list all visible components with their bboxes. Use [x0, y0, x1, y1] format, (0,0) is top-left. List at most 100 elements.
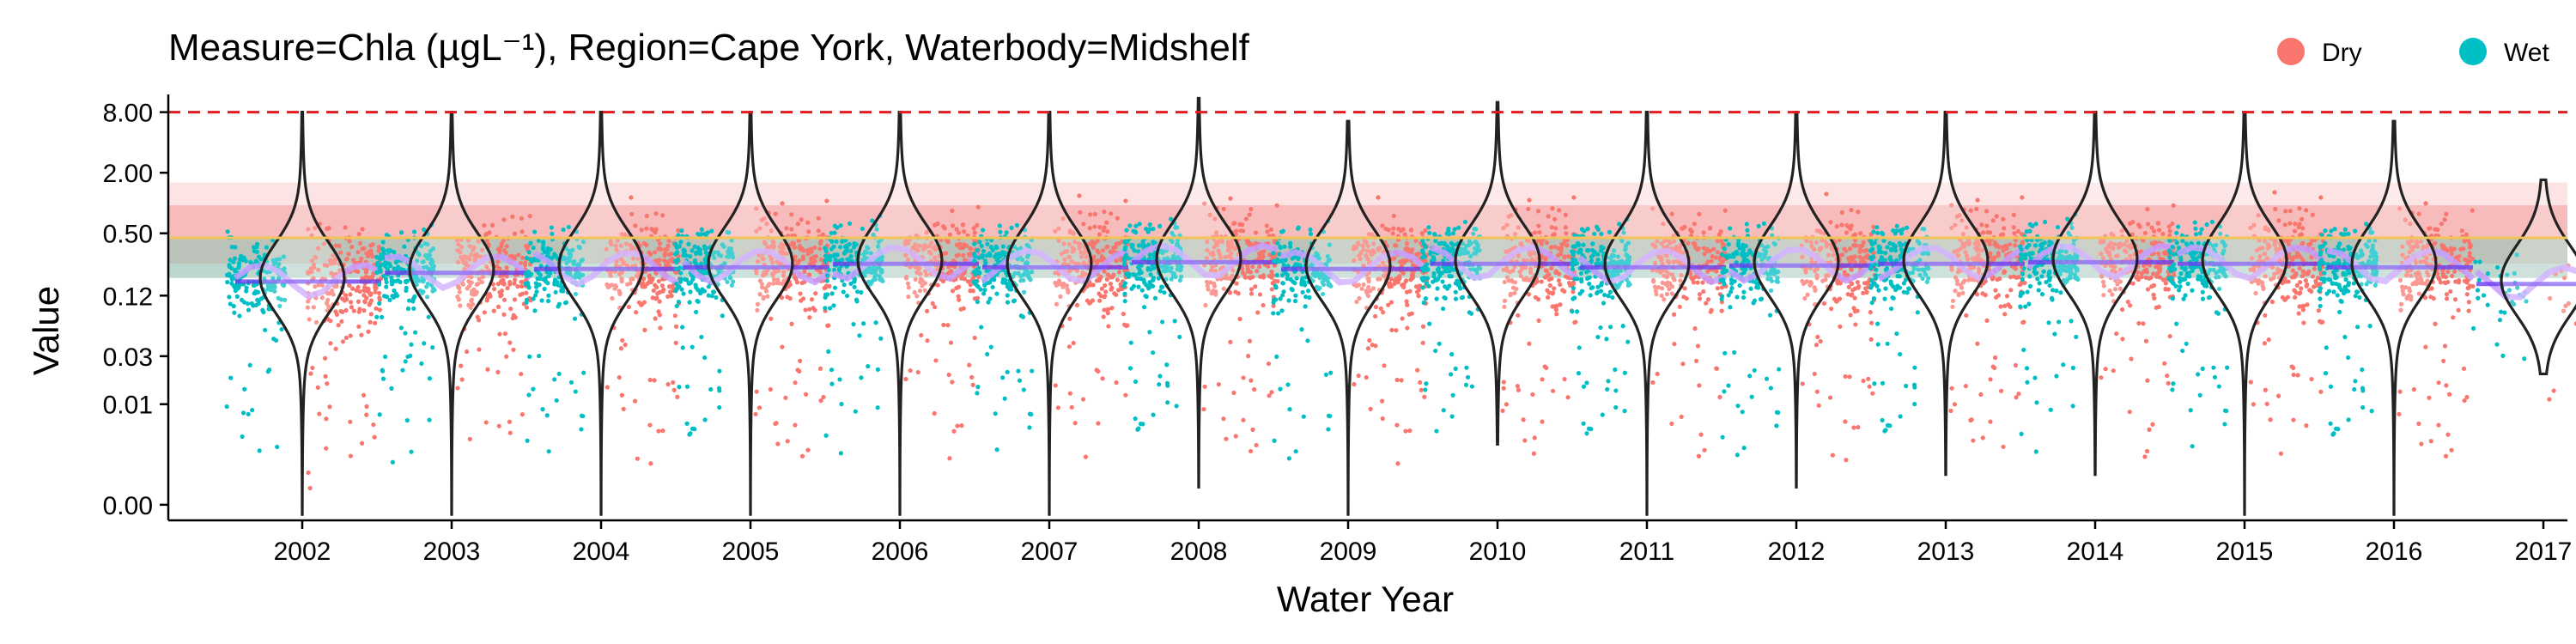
data-point-dry	[1816, 403, 1821, 408]
data-point-wet	[1444, 269, 1449, 274]
data-point-wet	[978, 287, 983, 292]
data-point-dry	[918, 279, 923, 285]
data-point-wet	[389, 275, 394, 280]
data-point-wet	[1575, 309, 1580, 314]
data-point-wet	[872, 270, 877, 275]
data-point-dry	[975, 204, 981, 210]
data-point-dry	[655, 291, 660, 296]
data-point-dry	[1992, 255, 1997, 260]
data-point-dry	[1839, 210, 1844, 216]
data-point-wet	[566, 224, 571, 230]
data-point-dry	[1420, 324, 1426, 329]
data-point-dry	[620, 337, 625, 343]
data-point-wet	[229, 265, 234, 271]
data-point-dry	[1700, 280, 1705, 285]
data-point-dry	[649, 227, 654, 232]
data-point-dry	[507, 419, 513, 424]
data-point-dry	[1114, 258, 1119, 264]
data-point-dry	[1243, 216, 1249, 222]
data-point-dry	[1201, 406, 1206, 412]
data-point-dry	[756, 405, 762, 410]
data-point-wet	[403, 331, 408, 336]
data-point-dry	[325, 291, 331, 296]
data-point-wet	[1622, 409, 1627, 414]
data-point-dry	[1092, 211, 1097, 217]
data-point-wet	[1576, 250, 1582, 255]
data-point-wet	[1131, 283, 1137, 289]
data-point-wet	[422, 341, 427, 346]
trend-line	[831, 244, 981, 283]
data-point-dry	[780, 344, 785, 349]
data-point-wet	[1613, 388, 1619, 393]
data-point-dry	[1109, 285, 1115, 290]
data-point-wet	[829, 239, 835, 245]
data-point-dry	[469, 297, 475, 302]
data-point-dry	[1692, 241, 1698, 246]
data-point-dry	[651, 288, 656, 293]
data-point-wet	[1274, 272, 1279, 278]
data-point-dry	[2002, 312, 2008, 317]
data-point-wet	[422, 227, 427, 232]
data-point-dry	[624, 263, 630, 268]
data-point-dry	[804, 392, 809, 397]
data-point-dry	[956, 284, 962, 289]
data-point-dry	[1974, 206, 1979, 212]
data-point-dry	[798, 358, 803, 364]
data-point-dry	[350, 286, 355, 291]
data-point-dry	[1102, 307, 1107, 313]
data-point-wet	[1328, 370, 1334, 375]
data-point-wet	[1579, 289, 1585, 294]
data-point-dry	[1240, 228, 1246, 234]
data-point-wet	[996, 251, 1002, 257]
data-point-wet	[558, 283, 563, 289]
data-point-dry	[916, 266, 921, 271]
data-point-dry	[771, 244, 777, 249]
data-point-dry	[1248, 270, 1254, 275]
data-point-wet	[1130, 271, 1136, 277]
data-point-dry	[1066, 269, 1072, 274]
data-point-dry	[377, 297, 383, 302]
data-point-dry	[501, 247, 507, 253]
data-point-dry	[1058, 294, 1063, 299]
data-point-wet	[1747, 374, 1753, 379]
data-point-dry	[471, 245, 477, 250]
data-point-dry	[1071, 340, 1076, 346]
data-point-wet	[706, 293, 711, 298]
data-point-dry	[796, 238, 801, 243]
data-point-wet	[1605, 386, 1610, 392]
data-point-dry	[1501, 380, 1506, 385]
data-point-wet	[427, 376, 432, 381]
data-point-wet	[540, 246, 545, 252]
data-point-wet	[1584, 276, 1590, 281]
data-point-wet	[1434, 428, 1439, 434]
data-point-dry	[1067, 254, 1072, 260]
data-point-dry	[647, 377, 653, 383]
data-point-wet	[1719, 296, 1724, 301]
data-point-wet	[1172, 319, 1177, 324]
data-point-wet	[1450, 246, 1455, 252]
data-point-wet	[574, 263, 580, 268]
data-point-dry	[764, 222, 769, 227]
data-point-wet	[1462, 219, 1467, 225]
data-point-wet	[275, 444, 280, 450]
data-point-dry	[959, 276, 964, 281]
data-point-wet	[690, 275, 696, 280]
data-point-dry	[1240, 222, 1245, 228]
data-point-dry	[1563, 212, 1568, 217]
data-point-wet	[383, 263, 388, 268]
data-point-wet	[380, 314, 385, 319]
data-point-dry	[1650, 380, 1656, 386]
data-point-wet	[430, 345, 435, 350]
data-point-dry	[962, 258, 968, 263]
data-point-dry	[808, 246, 813, 252]
data-point-dry	[1501, 386, 1506, 391]
data-point-dry	[1565, 395, 1571, 400]
data-point-dry	[1207, 212, 1212, 217]
data-point-dry	[322, 263, 327, 268]
data-point-dry	[1419, 387, 1424, 392]
data-point-dry	[658, 325, 663, 331]
data-point-dry	[647, 273, 652, 278]
data-point-dry	[770, 239, 775, 244]
data-point-wet	[1452, 227, 1457, 232]
data-point-dry	[656, 309, 661, 314]
